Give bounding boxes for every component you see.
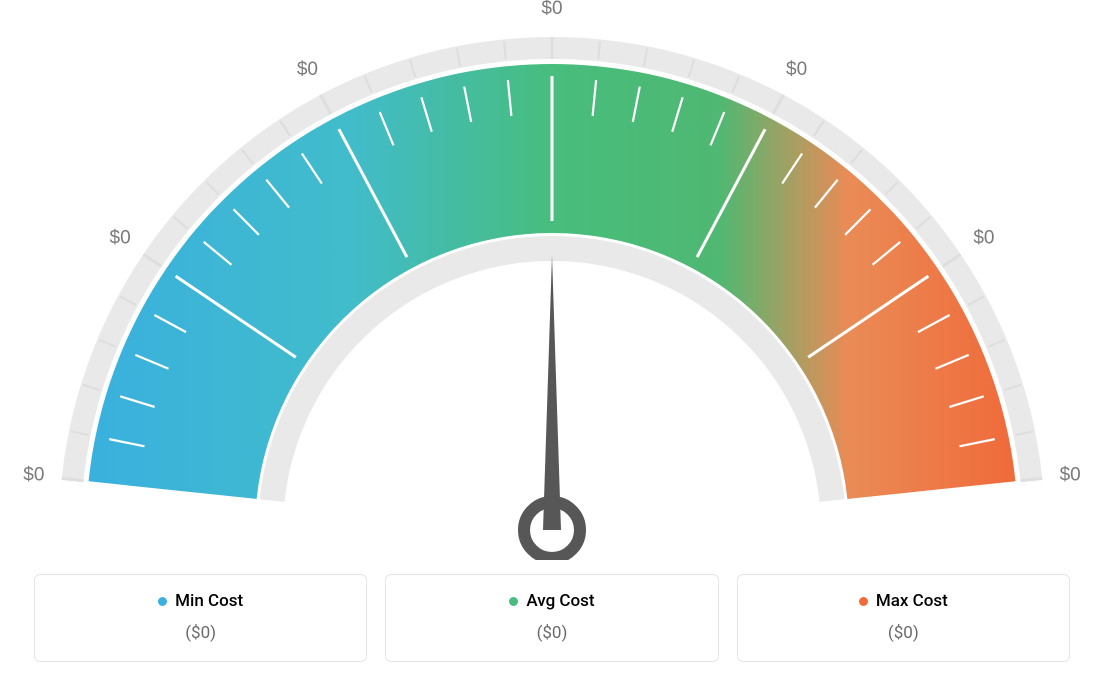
svg-text:$0: $0	[973, 228, 994, 249]
card-avg-label: Avg Cost	[526, 591, 594, 611]
card-min-label-row: Min Cost	[49, 591, 352, 611]
card-avg-value: ($0)	[400, 623, 703, 643]
dot-min	[158, 597, 167, 606]
card-max-cost: Max Cost ($0)	[737, 574, 1070, 662]
card-avg-label-row: Avg Cost	[400, 591, 703, 611]
svg-text:$0: $0	[110, 228, 131, 249]
cards-row: Min Cost ($0) Avg Cost ($0) Max Cost ($0…	[34, 574, 1070, 662]
card-max-label-row: Max Cost	[752, 591, 1055, 611]
svg-text:$0: $0	[541, 0, 562, 19]
svg-text:$0: $0	[1060, 465, 1081, 486]
card-avg-cost: Avg Cost ($0)	[385, 574, 718, 662]
svg-text:$0: $0	[297, 59, 318, 80]
card-max-value: ($0)	[752, 623, 1055, 643]
dot-avg	[509, 597, 518, 606]
gauge-svg: $0 $0 $0 $0 $0 $0 $0	[0, 0, 1104, 560]
card-min-label: Min Cost	[175, 591, 243, 611]
svg-text:$0: $0	[23, 465, 44, 486]
card-max-label: Max Cost	[876, 591, 948, 611]
gauge-chart-container: $0 $0 $0 $0 $0 $0 $0 Min Cost ($0) Avg Cost ($…	[0, 0, 1104, 690]
card-min-cost: Min Cost ($0)	[34, 574, 367, 662]
dot-max	[859, 597, 868, 606]
card-min-value: ($0)	[49, 623, 352, 643]
gauge-area: $0 $0 $0 $0 $0 $0 $0	[0, 0, 1104, 560]
svg-text:$0: $0	[786, 59, 807, 80]
